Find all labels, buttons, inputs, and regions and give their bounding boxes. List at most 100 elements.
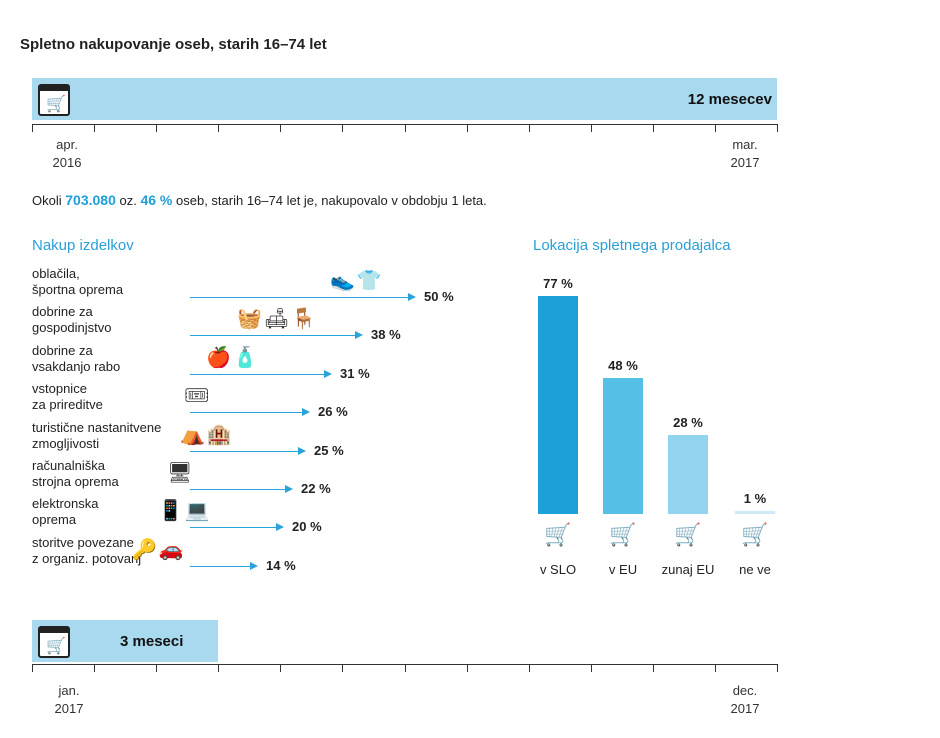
cart-icon-3: 🛒 bbox=[46, 638, 66, 655]
timeline-3-tick bbox=[591, 664, 592, 672]
purchase-value-label: 31 % bbox=[340, 365, 370, 381]
purchase-value-label: 20 % bbox=[292, 519, 322, 535]
location-bar bbox=[603, 378, 643, 514]
timeline-12-tick bbox=[653, 124, 654, 132]
category-label-line: zmogljivosti bbox=[32, 435, 100, 451]
category-label: oblačila, športna oprema bbox=[32, 266, 192, 298]
purchase-value-label: 25 % bbox=[314, 442, 344, 458]
purchases-title: Nakup izdelkov bbox=[32, 237, 134, 254]
timeline-3-tick bbox=[156, 664, 157, 672]
timeline-end-3: dec. 2017 bbox=[720, 682, 770, 718]
purchase-value-label: 22 % bbox=[301, 481, 331, 496]
category-label-line: oprema bbox=[32, 512, 77, 528]
category-label-line: oblačila, bbox=[32, 266, 80, 281]
cart-icon: 🛒 bbox=[544, 522, 572, 547]
purchase-bar bbox=[190, 373, 326, 375]
period-label-12: 12 mesecev bbox=[687, 91, 772, 108]
location-value-label: 28 % bbox=[673, 415, 703, 430]
end-month-12: mar. bbox=[732, 137, 758, 152]
category-label-line: elektronska bbox=[32, 496, 99, 512]
category-label: dobrine za gospodinjstvo bbox=[32, 304, 192, 336]
category-label: storitve povezane z organiz. potovanj bbox=[32, 535, 192, 567]
category-label-line: računalniška bbox=[32, 458, 105, 473]
category-label-line: vstopnice bbox=[32, 381, 87, 397]
apple-bottle-icon: 🍎🧴 bbox=[206, 346, 260, 369]
purchase-value-label: 38 % bbox=[371, 327, 401, 343]
period-band-12-months bbox=[32, 78, 777, 120]
period-label-3: 3 meseci bbox=[120, 633, 184, 650]
timeline-12-tick bbox=[467, 124, 468, 132]
shopping-window-icon-3: 🛒 bbox=[38, 626, 70, 658]
category-label-line: strojna oprema bbox=[32, 474, 119, 489]
location-value-label: 48 % bbox=[608, 358, 638, 373]
timeline-3-tick bbox=[94, 664, 95, 672]
category-label-line: turistične nastanitvene bbox=[32, 419, 162, 435]
timeline-12-tick bbox=[280, 124, 281, 132]
location-bar bbox=[668, 435, 708, 514]
timeline-start-12: apr. 2016 bbox=[42, 136, 92, 172]
purchase-value-label: 14 % bbox=[266, 557, 296, 573]
purchase-bar bbox=[190, 527, 278, 529]
tent-building-icon: ⛺🏨 bbox=[180, 423, 234, 446]
purchase-bar-arrowhead bbox=[408, 293, 416, 301]
end-year-3: 2017 bbox=[730, 701, 760, 716]
purchase-bar-arrowhead bbox=[276, 523, 284, 532]
purchase-value-label: 26 % bbox=[318, 404, 348, 420]
location-title: Lokacija spletnega prodajalca bbox=[533, 237, 731, 254]
timeline-12-tick bbox=[715, 124, 716, 132]
household-appliances-icon: 🧺🛋🪑 bbox=[237, 308, 319, 331]
location-category-label: ne ve bbox=[739, 562, 771, 577]
summary-percent: 46 % bbox=[140, 192, 173, 208]
timeline-12-tick bbox=[218, 124, 219, 132]
purchase-bar-arrowhead bbox=[302, 408, 310, 417]
timeline-3-tick bbox=[653, 664, 654, 672]
purchase-bar-arrowhead bbox=[285, 485, 293, 493]
purchase-bar-arrowhead bbox=[298, 446, 306, 455]
purchase-bar bbox=[190, 565, 252, 567]
timeline-12-tick bbox=[591, 124, 592, 132]
location-value-label: 1 % bbox=[743, 491, 767, 506]
category-label: turistične nastanitvene zmogljivosti bbox=[32, 420, 192, 452]
purchase-bar bbox=[190, 412, 304, 414]
location-category-label: zunaj EU bbox=[661, 562, 715, 577]
cart-icon: 🛒 bbox=[674, 522, 702, 547]
start-year-3: 2017 bbox=[54, 701, 84, 716]
timeline-12-tick bbox=[405, 124, 406, 132]
category-label-line: storitve povezane bbox=[32, 534, 134, 550]
purchase-bar bbox=[190, 297, 410, 298]
summary-suffix: oseb, starih 16–74 let je, nakupovalo v … bbox=[176, 193, 487, 208]
timeline-12-tick bbox=[342, 124, 343, 132]
shopping-window-icon: 🛒 bbox=[38, 84, 70, 116]
devices-icon: 📱💻 bbox=[158, 500, 212, 523]
purchase-bar-arrowhead bbox=[355, 331, 363, 340]
timeline-12-tick bbox=[529, 124, 530, 132]
page-title: Spletno nakupovanje oseb, starih 16–74 l… bbox=[20, 36, 327, 53]
purchase-value-label: 50 % bbox=[424, 289, 454, 304]
category-label-line: športna oprema bbox=[32, 282, 124, 297]
location-bar bbox=[735, 511, 775, 514]
shoe-shirt-icon: 👟👕 bbox=[330, 270, 384, 292]
category-label: računalniška strojna oprema bbox=[32, 458, 192, 490]
end-year-12: 2017 bbox=[730, 155, 760, 170]
category-label-line: dobrine za bbox=[32, 304, 93, 320]
purchase-bar-arrowhead bbox=[250, 561, 258, 570]
start-month-12: apr. bbox=[56, 137, 78, 152]
timeline-start-3: jan. 2017 bbox=[44, 682, 94, 718]
summary-count: 703.080 bbox=[65, 192, 116, 208]
computer-icon: 🖥 bbox=[167, 462, 195, 484]
purchase-bar bbox=[190, 450, 300, 452]
timeline-12-tick bbox=[156, 124, 157, 132]
category-label-line: gospodinjstvo bbox=[32, 320, 112, 336]
purchase-bar-arrowhead bbox=[324, 369, 332, 378]
timeline-3-tick bbox=[405, 664, 406, 672]
summary-prefix: Okoli bbox=[32, 193, 62, 208]
category-label-line: za prireditve bbox=[32, 397, 103, 413]
timeline-3-tick bbox=[218, 664, 219, 672]
timeline-12-months bbox=[32, 124, 777, 125]
car-key-icon: 🔑🚗 bbox=[132, 538, 186, 561]
timeline-3-tick bbox=[280, 664, 281, 672]
timeline-end-12: mar. 2017 bbox=[720, 136, 770, 172]
timeline-12-tick bbox=[32, 124, 33, 132]
category-label: elektronska oprema bbox=[32, 496, 192, 528]
category-label: dobrine za vsakdanjo rabo bbox=[32, 343, 192, 375]
